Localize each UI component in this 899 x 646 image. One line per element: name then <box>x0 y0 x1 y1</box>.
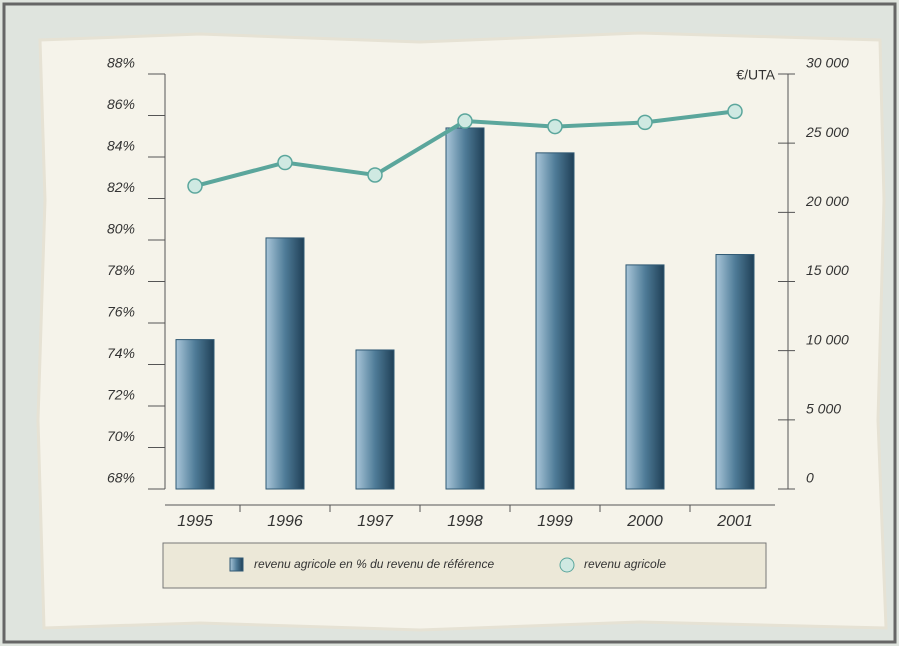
x-tick-label: 1997 <box>357 513 394 530</box>
y2-tick-label: 30 000 <box>806 55 849 71</box>
marker <box>277 154 293 171</box>
legend-swatch <box>229 557 244 572</box>
marker <box>367 167 383 183</box>
marker <box>547 118 563 135</box>
y2-tick-label: 10 000 <box>806 331 849 347</box>
y-tick-label: 88% <box>107 55 135 71</box>
x-tick-label: 1998 <box>447 513 483 530</box>
y-tick-label: 80% <box>107 221 135 237</box>
legend-box <box>162 542 767 589</box>
bar <box>625 264 665 490</box>
y2-tick-label: 15 000 <box>806 262 849 278</box>
marker <box>637 114 653 131</box>
bar <box>445 127 485 490</box>
x-tick-label: 1996 <box>267 513 303 530</box>
y2-tick-label: 5 000 <box>806 401 841 417</box>
y-tick-label: 78% <box>107 262 135 278</box>
y-tick-label: 76% <box>107 304 135 320</box>
y-tick-label: 74% <box>107 345 135 361</box>
legend-label: revenu agricole <box>584 557 666 571</box>
x-tick-label: 1995 <box>177 513 213 530</box>
legend-swatch <box>559 557 575 573</box>
y-tick-label: 70% <box>107 428 135 444</box>
y-tick-label: 68% <box>107 470 135 486</box>
y2-tick-label: 0 <box>806 470 814 486</box>
bar <box>535 152 575 490</box>
x-tick-label: 2000 <box>626 513 663 530</box>
legend-label: revenu agricole en % du revenu de référe… <box>254 557 494 571</box>
y-tick-label: 72% <box>107 387 135 403</box>
marker <box>457 113 473 129</box>
bar <box>265 237 305 490</box>
bar <box>715 254 755 490</box>
bar <box>355 349 395 490</box>
marker <box>187 178 203 194</box>
y2-tick-label: 20 000 <box>805 193 849 209</box>
bar <box>175 339 215 490</box>
y2-tick-label: 25 000 <box>805 124 849 140</box>
x-tick-label: 2001 <box>716 513 753 530</box>
y-tick-label: 82% <box>107 179 135 195</box>
x-tick-label: 1999 <box>537 513 573 530</box>
y-tick-label: 84% <box>107 138 135 154</box>
y-tick-label: 86% <box>107 96 135 112</box>
marker <box>727 103 743 120</box>
y2-unit: €/UTA <box>736 67 775 83</box>
